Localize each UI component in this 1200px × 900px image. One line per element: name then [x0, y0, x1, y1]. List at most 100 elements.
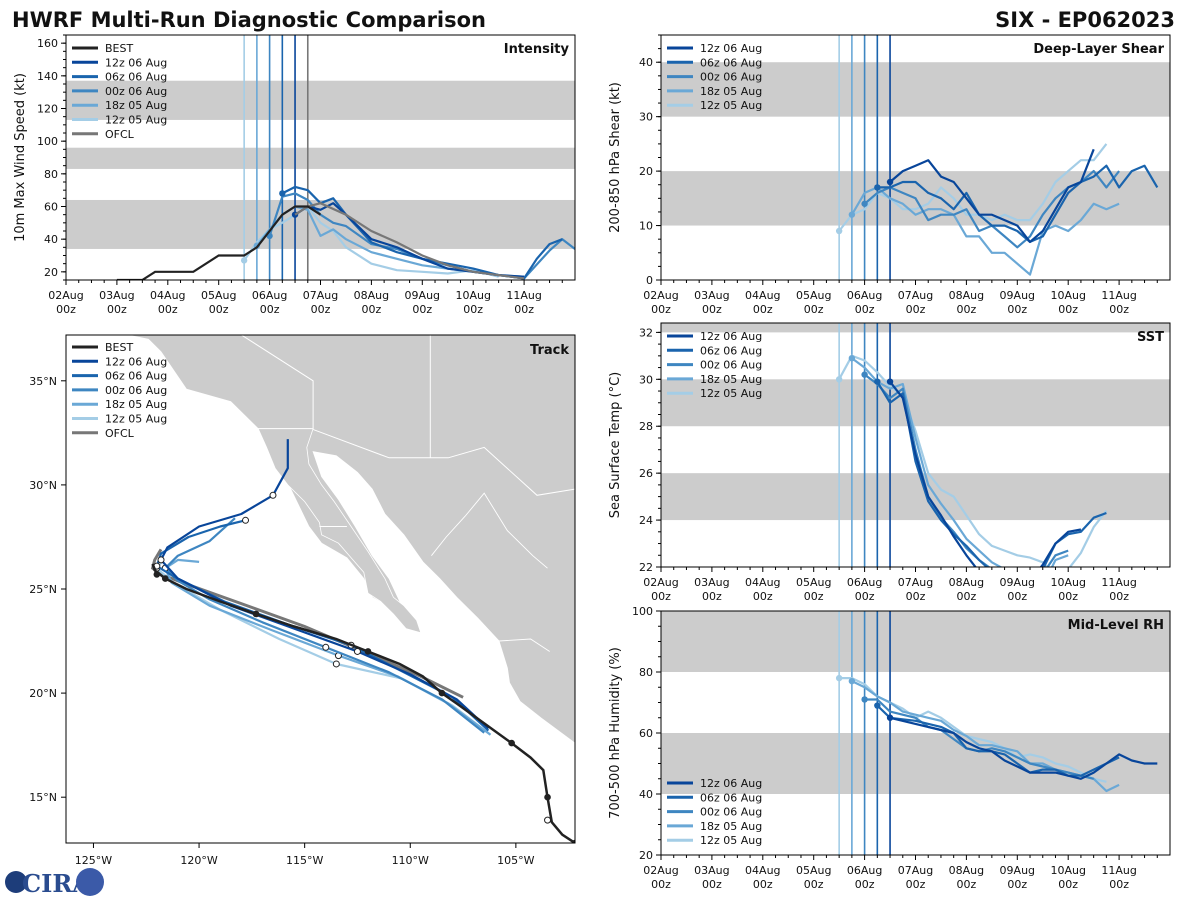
- rh-xtick-label-hour: 00z: [855, 878, 875, 891]
- shear-xtick-label-hour: 00z: [957, 303, 977, 316]
- track-title: Track: [530, 343, 569, 358]
- track-series-12z-06-Aug: [159, 439, 490, 730]
- track-xtick-label: 120°W: [180, 854, 217, 867]
- shear-plot-area: [661, 35, 1170, 280]
- shear-legend-label: 00z 06 Aug: [700, 71, 762, 84]
- shear-init-dot-18z-05-Aug: [848, 211, 856, 218]
- rh-ytick-label: 40: [639, 788, 653, 801]
- shear-init-dot-00z-06-Aug: [861, 200, 868, 207]
- shear-panel: 01020304002Aug00z03Aug00z04Aug00z05Aug00…: [608, 34, 1171, 316]
- rh-xtick-label-hour: 00z: [651, 878, 671, 891]
- sst-xtick-label-hour: 00z: [855, 590, 875, 603]
- intensity-panel: 2040608010012014016002Aug00z03Aug00z04Au…: [13, 34, 576, 316]
- track-ytick-label: 20°N: [29, 687, 57, 700]
- intensity-xtick-label-hour: 00z: [158, 303, 178, 316]
- rh-init-dot-06z-06-Aug: [874, 702, 881, 709]
- shear-init-dot-12z-06-Aug: [886, 178, 894, 186]
- intensity-series-00z-06-Aug: [268, 192, 575, 280]
- intensity-legend-label: 12z 06 Aug: [105, 56, 167, 69]
- sst-init-dot-12z-05-Aug: [835, 376, 843, 383]
- shear-xtick-label: 09Aug: [1000, 289, 1035, 302]
- rh-title: Mid-Level RH: [1068, 618, 1164, 633]
- track-ytick-label: 25°N: [29, 583, 57, 596]
- intensity-legend-label: 06z 06 Aug: [105, 71, 167, 84]
- sst-xtick-label-hour: 00z: [1007, 590, 1027, 603]
- mexico-state-borders-south: [498, 638, 550, 652]
- shear-series-18z-05-Aug: [850, 186, 1120, 276]
- cira-logo: CIRA: [5, 868, 104, 898]
- sst-ytick-label: 24: [639, 514, 653, 527]
- sst-legend-label: 00z 06 Aug: [700, 359, 762, 372]
- rh-series-12z-06-Aug: [889, 716, 1158, 780]
- track-legend-label: BEST: [105, 341, 133, 354]
- sst-xtick-label-hour: 00z: [1058, 590, 1078, 603]
- intensity-xtick-label-hour: 00z: [463, 303, 483, 316]
- shear-ylabel: 200-850 hPa Shear (kt): [608, 82, 623, 233]
- intensity-xtick-label-hour: 00z: [311, 303, 331, 316]
- track-best-line: [151, 563, 575, 843]
- rh-xtick-label: 04Aug: [745, 864, 780, 877]
- track-best-marker: [153, 571, 161, 578]
- intensity-xtick-label: 06Aug: [252, 289, 287, 302]
- rh-xtick-label: 02Aug: [643, 864, 678, 877]
- rh-xtick-label-hour: 00z: [906, 878, 926, 891]
- figure-title: HWRF Multi-Run Diagnostic Comparison: [12, 8, 486, 32]
- track-ytick-label: 30°N: [29, 479, 57, 492]
- shear-ytick-label: 10: [639, 220, 653, 233]
- intensity-xtick-label-hour: 00z: [209, 303, 229, 316]
- sst-init-dot-12z-06-Aug: [886, 378, 894, 385]
- sst-init-dot-00z-06-Aug: [861, 371, 868, 378]
- sst-xtick-label: 03Aug: [694, 576, 729, 589]
- intensity-best-line: [116, 205, 322, 280]
- rh-legend-label: 12z 06 Aug: [700, 777, 762, 790]
- track-ytick-label: 35°N: [29, 375, 57, 388]
- shear-xtick-label-hour: 00z: [1109, 303, 1129, 316]
- sst-xtick-label-hour: 00z: [651, 590, 671, 603]
- cira-logo-globe: [5, 871, 27, 893]
- sst-ylabel: Sea Surface Temp (°C): [608, 372, 623, 519]
- cira-logo-emblem: [76, 868, 104, 896]
- intensity-ytick-label: 140: [37, 70, 58, 83]
- shear-xtick-label-hour: 00z: [753, 303, 773, 316]
- shear-legend-label: 18z 05 Aug: [700, 85, 762, 98]
- intensity-xtick-label: 10Aug: [455, 289, 490, 302]
- intensity-ytick-label: 60: [44, 201, 58, 214]
- rh-xtick-label-hour: 00z: [957, 878, 977, 891]
- rh-init-dot-12z-05-Aug: [835, 674, 843, 682]
- intensity-xtick-label: 09Aug: [405, 289, 440, 302]
- rh-xtick-label: 10Aug: [1050, 864, 1085, 877]
- shear-xtick-label: 04Aug: [745, 289, 780, 302]
- rh-init-dot-00z-06-Aug: [861, 696, 868, 703]
- shear-series-06z-06-Aug: [877, 164, 1159, 243]
- shear-ytick-label: 40: [639, 56, 653, 69]
- shear-xtick-label-hour: 00z: [906, 303, 926, 316]
- track-legend-label: 12z 05 Aug: [105, 413, 167, 426]
- sst-legend-label: 18z 05 Aug: [700, 373, 762, 386]
- sst-plot-area: [661, 323, 1170, 567]
- sst-series-12z-05-Aug: [838, 354, 1108, 567]
- shear-init-dot-12z-05-Aug: [835, 227, 843, 235]
- rh-legend-label: 18z 05 Aug: [700, 820, 762, 833]
- track-best-marker: [364, 648, 372, 655]
- sst-ytick-label: 30: [639, 373, 653, 386]
- rh-series-06z-06-Aug: [876, 704, 1120, 777]
- sst-series-18z-05-Aug: [851, 357, 1069, 567]
- rh-xtick-label: 05Aug: [796, 864, 831, 877]
- storm-id: SIX - EP062023: [995, 8, 1175, 32]
- track-position-marker: [332, 660, 340, 668]
- shear-ytick-label: 30: [639, 111, 653, 124]
- shear-legend-label: 12z 05 Aug: [700, 99, 762, 112]
- sst-series-12z-06-Aug: [889, 381, 1082, 567]
- rh-ytick-label: 80: [639, 666, 653, 679]
- shear-ytick-label: 0: [646, 274, 653, 287]
- sst-ytick-label: 28: [639, 420, 653, 433]
- rh-legend-label: 12z 05 Aug: [700, 834, 762, 847]
- track-legend-label: OFCL: [105, 427, 135, 440]
- sst-ytick-label: 22: [639, 561, 653, 574]
- track-best-marker: [438, 689, 446, 697]
- track-legend-label: 06z 06 Aug: [105, 370, 167, 383]
- rh-xtick-label: 08Aug: [949, 864, 984, 877]
- track-position-marker: [269, 491, 277, 499]
- intensity-plot-area: [66, 35, 575, 280]
